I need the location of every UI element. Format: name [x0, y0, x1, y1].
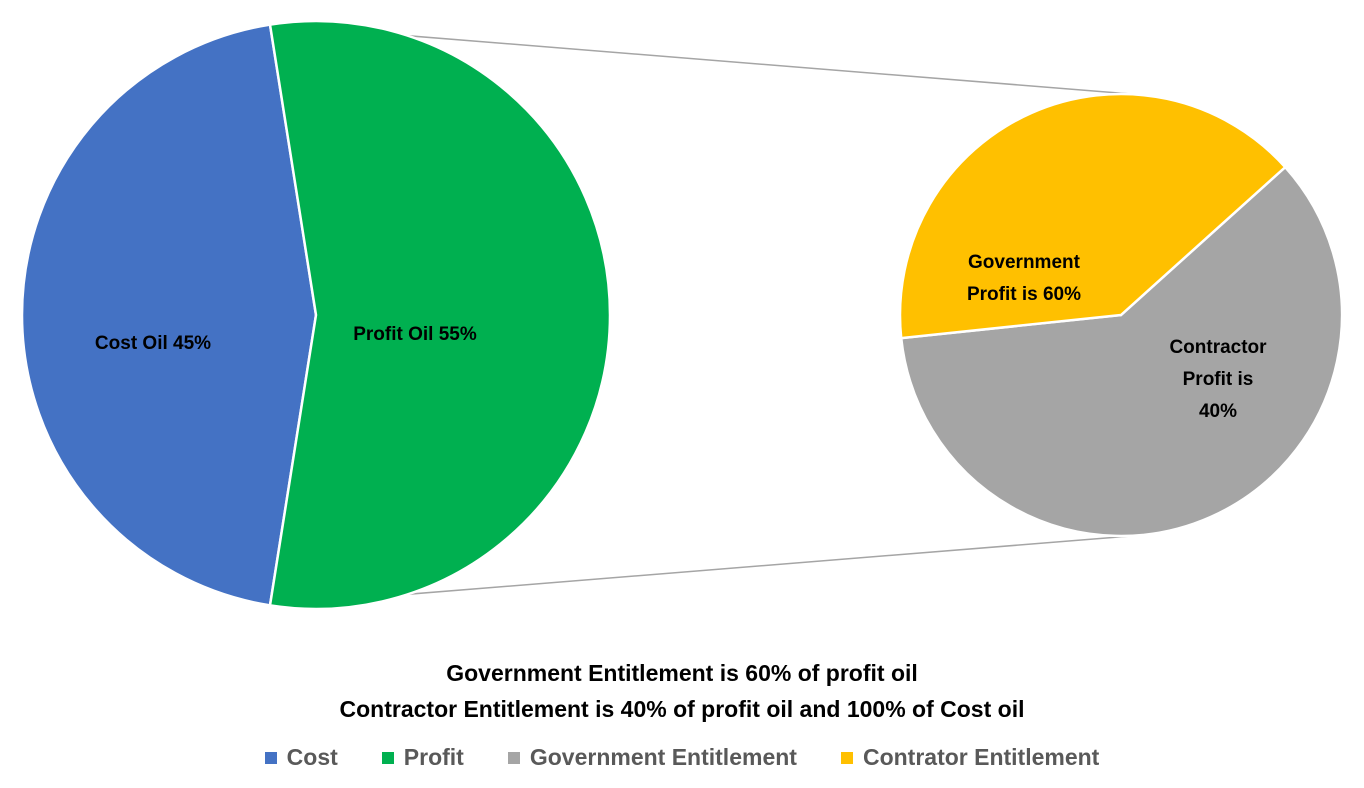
note-government: Government Entitlement is 60% of profit …	[446, 660, 918, 686]
legend-item-cost: Cost	[264, 744, 338, 771]
connector-line-top	[269, 23, 1132, 95]
sub-slice-government-entitlement	[899, 165, 1344, 538]
legend-item-profit: Profit	[381, 744, 464, 771]
legend-item-contractor: Contrator Entitlement	[840, 744, 1100, 771]
label-government-profit: Government Profit is 60%	[967, 252, 1081, 305]
chart-notes: Government Entitlement is 60% of profit …	[0, 655, 1364, 727]
slice-labels: Cost Oil 45% Profit Oil 55% Government Prof…	[95, 252, 1267, 422]
legend-label-contractor: Contrator Entitlement	[862, 744, 1100, 770]
legend-swatch-profit	[381, 751, 394, 764]
legend: Cost Profit Government Entitlement Contr…	[0, 744, 1364, 771]
legend-swatch-government	[507, 751, 520, 764]
main-slice-profit	[268, 19, 612, 611]
pie-of-pie-chart: Cost Oil 45% Profit Oil 55% Government Prof…	[20, 19, 1344, 611]
connector-lines	[269, 23, 1132, 607]
legend-item-government: Government Entitlement	[507, 744, 797, 771]
legend-label-profit: Profit	[403, 744, 464, 770]
connector-line-bottom	[269, 535, 1132, 607]
legend-swatch-contractor	[840, 751, 853, 764]
main-pie	[20, 19, 612, 611]
main-slice-cost	[20, 23, 318, 607]
label-profit-oil: Profit Oil 55%	[353, 324, 477, 345]
legend-label-government: Government Entitlement	[529, 744, 797, 770]
note-contractor: Contractor Entitlement is 40% of profit …	[339, 696, 1025, 722]
secondary-pie	[898, 92, 1344, 538]
label-contractor-profit: Contractor Profit is 40%	[1169, 337, 1267, 422]
label-cost-oil: Cost Oil 45%	[95, 333, 211, 354]
legend-swatch-cost	[264, 751, 277, 764]
legend-label-cost: Cost	[286, 744, 338, 770]
sub-slice-contrator-entitlement	[898, 92, 1287, 340]
